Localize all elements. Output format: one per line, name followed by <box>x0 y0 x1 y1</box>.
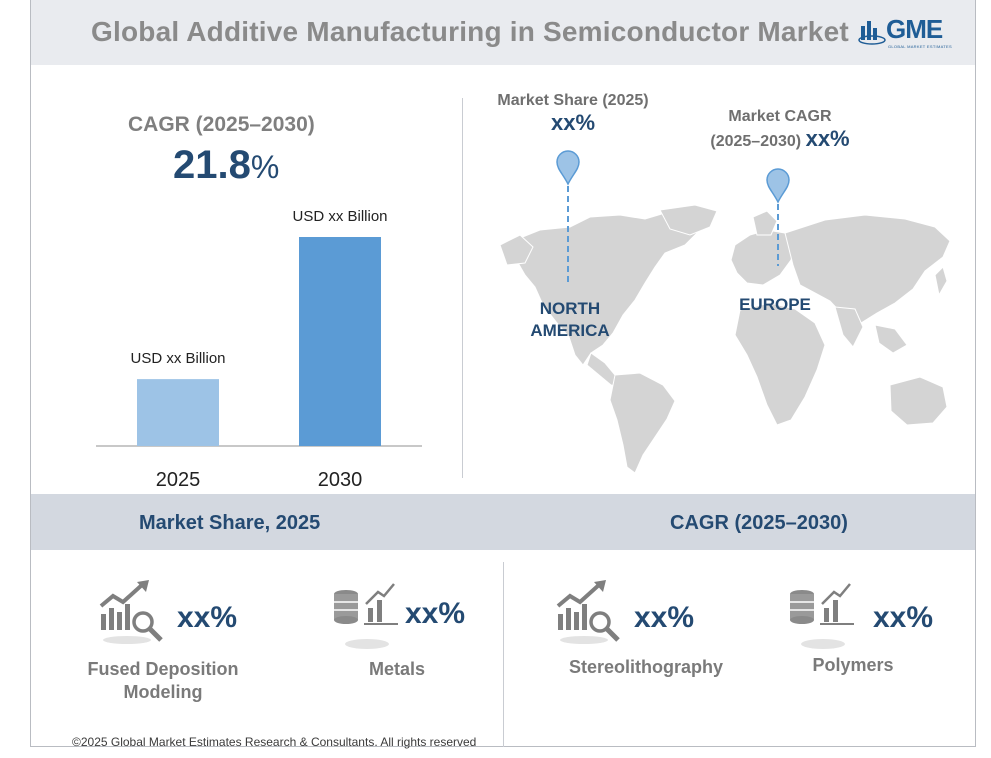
gme-logo: GME GLOBAL MARKET ESTIMATES <box>858 14 970 49</box>
cagr-number: 21.8 <box>173 143 251 187</box>
region-north-america: NORTH AMERICA <box>520 298 620 342</box>
coins-chart-icon <box>334 583 398 649</box>
bar-value-label: USD xx Billion <box>130 350 225 367</box>
location-pin-icon <box>556 150 580 282</box>
copyright-footer: ©2025 Global Market Estimates Research &… <box>72 735 477 749</box>
logo-subtext: GLOBAL MARKET ESTIMATES <box>888 44 952 49</box>
map-north-america <box>514 212 701 366</box>
growth-chart-magnifier-icon <box>99 580 163 644</box>
cagr-unit: % <box>250 149 280 185</box>
bar-2030 <box>299 237 381 446</box>
growth-chart-magnifier-icon <box>556 580 620 644</box>
map-australia <box>889 376 948 426</box>
segment-label: Polymers <box>795 654 911 677</box>
segment-value: xx% <box>177 601 238 634</box>
segment-label-line1: Polymers <box>812 655 894 675</box>
europe-pin-caption-line2: (2025–2030) <box>710 133 802 150</box>
region-europe-label: EUROPE <box>739 295 811 314</box>
segment-label: Metals <box>340 658 454 681</box>
map-alaska <box>499 234 534 266</box>
segment-value: xx% <box>405 597 466 630</box>
map-southeast-asia <box>874 324 908 354</box>
north-america-pin-caption: Market Share (2025) <box>497 92 649 109</box>
x-tick-label: 2030 <box>318 469 363 490</box>
segment-label-line2: Modeling <box>123 682 203 702</box>
cagr-section-title: CAGR (2025–2030) <box>670 512 848 534</box>
map-greenland <box>659 205 718 236</box>
map-japan <box>934 266 948 297</box>
market-share-section-title: Market Share, 2025 <box>139 512 321 534</box>
north-america-pin-label: Market Share (2025) xx% <box>487 92 659 136</box>
header-band: Global Additive Manufacturing in Semicon… <box>31 0 975 65</box>
europe-pin-label: Market CAGR (2025–2030) xx% <box>700 108 860 152</box>
map-scandinavia <box>752 210 778 236</box>
segment-label-line1: Stereolithography <box>568 657 724 677</box>
segment-label: Fused Deposition Modeling <box>72 658 254 704</box>
world-map <box>499 205 951 474</box>
x-tick-label: 2025 <box>156 469 201 490</box>
segment-value: xx% <box>634 601 695 634</box>
bar-value-label: USD xx Billion <box>292 208 387 225</box>
divider <box>462 98 463 478</box>
page-title: Global Additive Manufacturing in Semicon… <box>91 16 849 47</box>
cagr-value: 21.8% <box>173 143 279 188</box>
cagr-label: CAGR (2025–2030) <box>128 113 315 136</box>
market-size-bar-chart: USD xx Billion 2025 USD xx Billion 2030 <box>96 208 422 490</box>
segment-value: xx% <box>873 601 934 634</box>
segment-label-line1: Fused Deposition <box>87 659 239 679</box>
europe-pin-value: xx% <box>805 126 850 151</box>
map-south-america <box>609 372 676 474</box>
divider <box>503 562 504 747</box>
europe-pin-caption-line1: Market CAGR <box>728 108 832 125</box>
bar-2025 <box>137 379 219 446</box>
region-north-america-line2: AMERICA <box>530 321 610 340</box>
segments-header-band <box>31 494 975 550</box>
coins-chart-icon <box>790 583 854 649</box>
globe-building-icon <box>858 21 886 45</box>
location-pin-icon <box>766 168 790 266</box>
map-africa <box>734 302 826 426</box>
segment-label-line1: Metals <box>368 659 426 679</box>
segment-label: Stereolithography <box>555 656 737 679</box>
logo-text: GME <box>886 14 943 44</box>
map-asia <box>784 214 951 324</box>
region-north-america-line1: NORTH <box>539 299 601 318</box>
north-america-pin-value: xx% <box>550 110 596 135</box>
region-europe: EUROPE <box>730 294 820 316</box>
map-india <box>834 306 864 348</box>
